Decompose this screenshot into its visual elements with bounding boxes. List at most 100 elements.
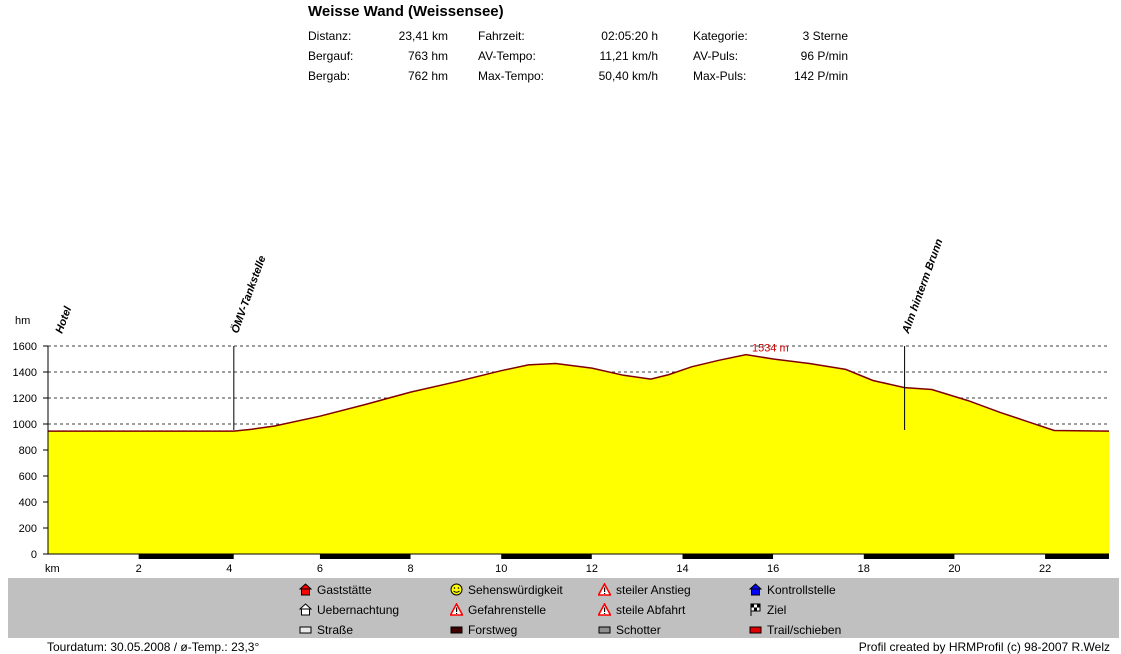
surface-band [954, 554, 1046, 559]
stat-value-max-speed: 50,40 km/h [598, 69, 658, 83]
surface-band [591, 554, 683, 559]
x-tick-label: 2 [136, 563, 142, 575]
x-axis-ticks: 2 4 6 8 10 12 14 16 18 20 22 [136, 563, 1052, 575]
stat-label-max-speed: Max-Tempo: [478, 69, 545, 83]
legend-label: Uebernachtung [317, 603, 400, 617]
smiley-icon [450, 583, 463, 596]
red-house-icon [298, 583, 313, 596]
stat-value-ride-time: 02:05:20 h [601, 29, 658, 43]
surface-bands [48, 553, 1109, 559]
x-tick-label: 4 [226, 563, 232, 575]
legend-label: steile Abfahrt [616, 603, 686, 617]
x-tick-label: 22 [1039, 563, 1051, 575]
legend-label: Gefahrenstelle [468, 603, 547, 617]
legend-item: Trail/schieben [749, 623, 841, 637]
x-tick-label: 20 [948, 563, 960, 575]
surface-band [682, 554, 774, 559]
finish-flag-icon [749, 603, 762, 616]
trail-swatch-icon [749, 623, 762, 636]
legend-item: Schotter [598, 623, 661, 637]
surface-band [1045, 554, 1109, 559]
legend-label: Straße [317, 623, 354, 637]
stat-value-avg-speed: 11,21 km/h [599, 49, 658, 63]
stat-label-descent: Bergab: [308, 69, 351, 83]
surface-band [773, 554, 864, 559]
lodging-house-icon [298, 603, 313, 616]
stat-label-avg-pulse: AV-Puls: [693, 49, 739, 63]
stat-label-category: Kategorie: [693, 29, 748, 43]
legend-label: Schotter [616, 623, 661, 637]
y-tick-label: 600 [19, 471, 37, 483]
surface-band [501, 554, 592, 559]
legend-label: Sehenswürdigkeit [468, 583, 563, 597]
stat-value-distance: 23,41 km [398, 29, 448, 43]
legend-item: Sehenswürdigkeit [450, 583, 563, 597]
surface-band [863, 554, 955, 559]
x-tick-label: 16 [767, 563, 779, 575]
legend-label: Trail/schieben [767, 623, 842, 637]
max-elevation-label: 1534 m [752, 343, 789, 355]
stat-value-avg-pulse: 96 P/min [800, 49, 848, 63]
y-tick-label: 1000 [13, 419, 37, 431]
legend-item: Gaststätte [298, 583, 372, 597]
stat-label-distance: Distanz: [308, 29, 352, 43]
x-tick-label: 10 [495, 563, 507, 575]
stat-value-category: 3 Sterne [802, 29, 848, 43]
legend-item: steile Abfahrt [597, 602, 686, 617]
surface-band [138, 554, 234, 559]
legend-item: Gefahrenstelle [449, 602, 547, 617]
footer-credit: Profil created by HRMProfil (c) 98-2007 … [858, 640, 1110, 654]
y-tick-label: 1400 [13, 367, 37, 379]
waypoint-label: Alm hinterm Brunn [900, 237, 946, 336]
y-axis-ticks: 0 200 400 600 800 1000 1200 1400 1600 [13, 341, 49, 561]
warning-icon [449, 602, 464, 616]
stat-label-avg-speed: AV-Tempo: [478, 49, 536, 63]
elevation-line [48, 353, 1110, 432]
surface-band [233, 554, 320, 559]
y-tick-label: 1600 [13, 341, 37, 353]
legend-item: Kontrollstelle [748, 583, 836, 597]
x-tick-label: 6 [317, 563, 323, 575]
legend-item: Ziel [749, 603, 786, 617]
stat-label-max-pulse: Max-Puls: [693, 69, 747, 83]
y-tick-label: 200 [19, 523, 37, 535]
legend-panel [8, 578, 1119, 638]
legend-item: steiler Anstieg [597, 582, 691, 597]
surface-band [410, 554, 502, 559]
gravel-swatch-icon [598, 623, 611, 636]
y-tick-label: 400 [19, 497, 37, 509]
waypoint-label: ÖMV-Tankstelle [228, 254, 268, 335]
tour-title: Weisse Wand (Weissensee) [308, 3, 504, 20]
legend-label: Forstweg [468, 623, 518, 637]
steep-descent-icon [597, 602, 612, 616]
stat-label-ascent: Bergauf: [308, 49, 354, 63]
stat-label-ride-time: Fahrzeit: [478, 29, 525, 43]
stat-value-max-pulse: 142 P/min [793, 69, 848, 83]
forest-road-swatch-icon [450, 623, 463, 636]
x-tick-label: 8 [408, 563, 414, 575]
road-swatch-icon [299, 623, 312, 636]
legend-label: Kontrollstelle [767, 583, 836, 597]
x-axis-label: km [45, 563, 60, 575]
y-axis-label: hm [15, 315, 30, 327]
elevation-profile-chart: Hotel ÖMV-Tankstelle Alm hinterm Brunn 020… [13, 237, 1110, 575]
legend-item: Forstweg [450, 623, 517, 637]
legend-label: Gaststätte [317, 583, 372, 597]
waypoint-label: Hotel [54, 304, 75, 335]
legend-label: steiler Anstieg [616, 583, 691, 597]
x-tick-label: 18 [858, 563, 870, 575]
surface-band [48, 554, 139, 559]
legend-item: Straße [299, 623, 353, 637]
footer-tour-info: Tourdatum: 30.05.2008 / ø-Temp.: 23,3° [47, 640, 260, 654]
legend-item: Uebernachtung [298, 603, 400, 617]
legend-label: Ziel [767, 603, 787, 617]
surface-band [319, 554, 411, 559]
y-tick-label: 800 [19, 445, 37, 457]
x-tick-label: 12 [586, 563, 598, 575]
elevation-area [48, 354, 1109, 554]
steep-climb-icon [597, 582, 612, 596]
stat-value-descent: 762 hm [407, 69, 448, 83]
checkpoint-house-icon [748, 583, 763, 596]
x-tick-label: 14 [676, 563, 688, 575]
y-tick-label: 1200 [13, 393, 37, 405]
